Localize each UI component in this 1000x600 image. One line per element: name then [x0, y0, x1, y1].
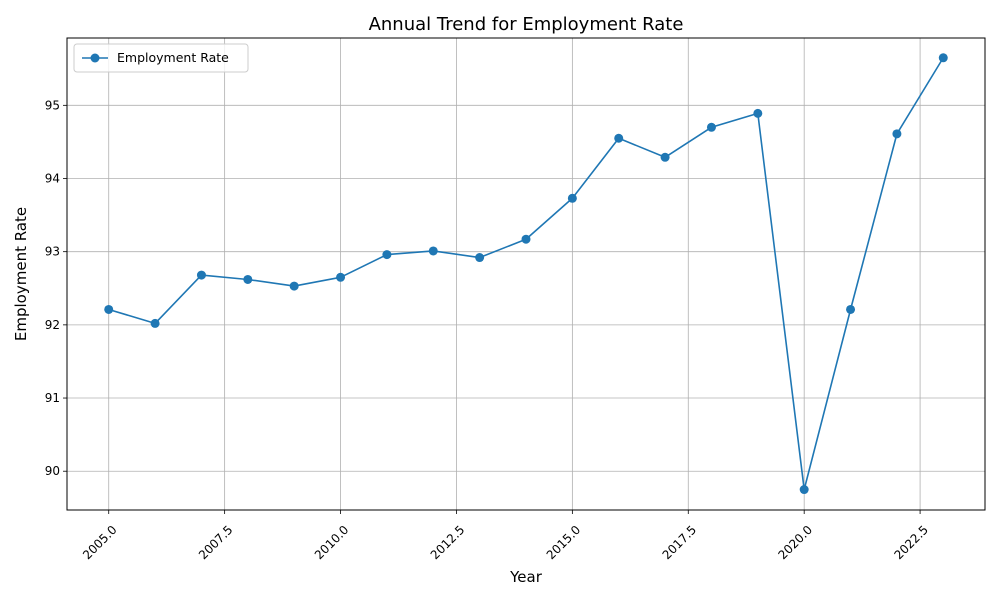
chart-title: Annual Trend for Employment Rate: [369, 14, 684, 35]
data-point: [475, 253, 485, 263]
data-point: [846, 304, 856, 314]
x-tick-label: 2010.0: [312, 523, 352, 563]
y-tick-label: 90: [45, 464, 60, 478]
grid: [67, 38, 985, 510]
data-point: [660, 152, 670, 162]
x-tick-label: 2015.0: [544, 523, 584, 563]
x-axis-ticks: 2005.0 2007.5 2010.0 2012.5 2015.0 2017.5 2020…: [80, 510, 931, 562]
x-tick-label: 2017.5: [660, 523, 700, 563]
legend: Employment Rate: [73, 43, 249, 73]
y-tick-label: 95: [45, 98, 60, 112]
data-point: [382, 250, 392, 260]
legend-label: Employment Rate: [117, 50, 229, 65]
data-point: [196, 270, 206, 280]
data-point: [799, 485, 809, 495]
y-tick-label: 92: [45, 318, 60, 332]
legend-marker-swatch: [90, 53, 100, 63]
x-tick-label: 2020.0: [776, 523, 816, 563]
data-point: [614, 133, 624, 143]
data-point: [521, 234, 531, 244]
data-point: [753, 108, 763, 118]
data-point: [428, 246, 438, 256]
legend-box: [73, 43, 249, 73]
data-point: [567, 193, 577, 203]
series-layer: [104, 53, 948, 495]
y-tick-label: 91: [45, 391, 60, 405]
series-line-employment-rate: [108, 57, 944, 491]
data-point: [892, 129, 902, 139]
y-axis-label: Employment Rate: [12, 207, 30, 341]
y-axis-ticks: 90 91 92 93 94 95: [45, 98, 67, 478]
data-point: [336, 272, 346, 282]
x-tick-label: 2007.5: [196, 523, 236, 563]
data-point: [243, 274, 253, 284]
x-tick-label: 2005.0: [80, 523, 120, 563]
y-tick-label: 93: [45, 245, 60, 259]
data-point: [150, 318, 160, 328]
data-point: [104, 304, 114, 314]
data-point: [938, 53, 948, 63]
data-point: [289, 281, 299, 291]
x-axis-label: Year: [509, 568, 543, 586]
y-tick-label: 94: [45, 172, 60, 186]
data-point: [706, 122, 716, 132]
plot-area-frame: [66, 37, 986, 511]
x-tick-label: 2022.5: [891, 523, 931, 563]
x-tick-label: 2012.5: [428, 523, 468, 563]
